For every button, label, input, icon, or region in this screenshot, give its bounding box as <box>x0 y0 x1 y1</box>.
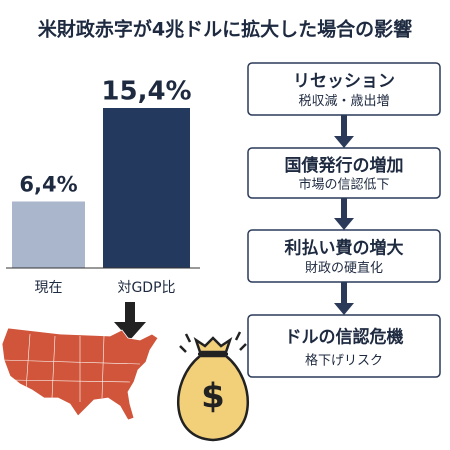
money-bag: $ <box>177 331 249 442</box>
state-lines <box>1 333 141 402</box>
flow-subtitle: 財政の硬直化 <box>305 261 383 276</box>
bar <box>103 108 190 268</box>
flow-subtitle: 税収減・歳出増 <box>298 93 389 109</box>
flow-subtitle: 市場の信認低下 <box>298 177 389 193</box>
flow-arrow-shaft <box>341 282 347 305</box>
flow-subtitle: 格下げリスク <box>305 352 383 368</box>
flow-arrow-shaft <box>341 198 347 220</box>
down-arrow <box>114 302 146 340</box>
bar <box>12 201 85 268</box>
flow-arrow-head <box>334 218 354 230</box>
flow-box <box>247 314 441 378</box>
flow-arrow-head <box>334 303 354 315</box>
flow-title: ドルの信認危機 <box>285 326 404 347</box>
bar-chart: 6,4% 現在 15,4% 対GDP比 <box>6 77 200 296</box>
flow-title: リセッション <box>293 72 395 92</box>
category-label: 現在 <box>35 280 63 296</box>
flow-chart: リセッション税収減・歳出増国債発行の増加市場の信認低下利払い費の増大財政の硬直化… <box>247 62 441 378</box>
category-label: 対GDP比 <box>117 280 175 296</box>
svg-text:$: $ <box>201 377 225 417</box>
flow-arrow-shaft <box>341 115 347 138</box>
flow-title: 利払い費の増大 <box>285 238 404 259</box>
value-label: 15,4% <box>101 77 191 107</box>
value-label: 6,4% <box>19 173 77 197</box>
flow-title: 国債発行の増加 <box>285 155 404 176</box>
flow-arrow-head <box>334 136 354 148</box>
title: 米財政赤字が4兆ドルに拡大した場合の影響 <box>38 18 412 41</box>
